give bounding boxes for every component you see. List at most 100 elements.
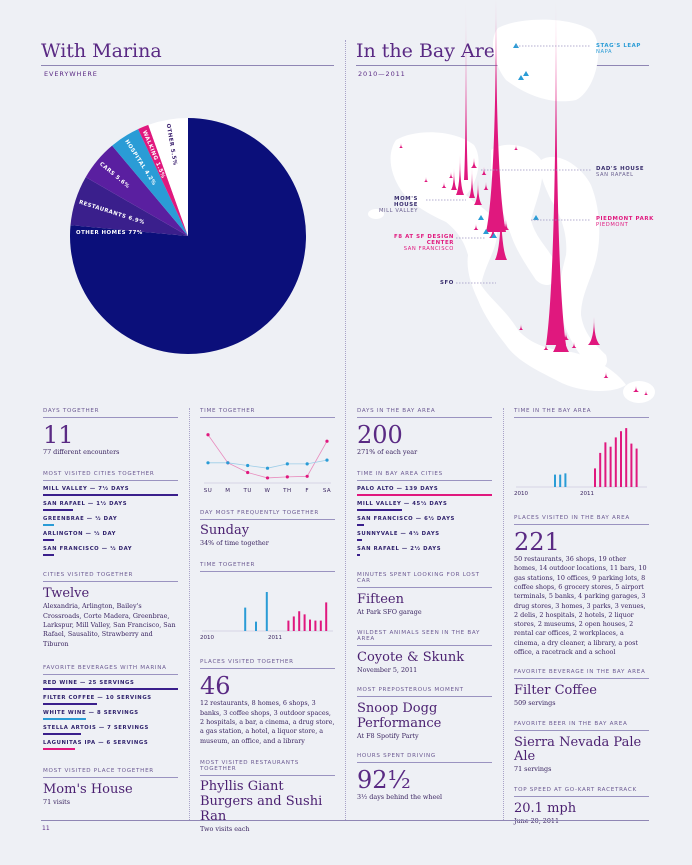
pie-slice	[148, 118, 188, 236]
car-note: At Park SFO garage	[357, 608, 422, 617]
bar-row-label: LAGUNITAS IPA — 6 SERVINGS	[43, 739, 149, 746]
left-subtitle: EVERYWHERE	[44, 70, 98, 78]
line-point	[226, 461, 230, 465]
speed-label: TOP SPEED AT GO-KART RACETRACK	[514, 786, 637, 793]
bar-row-label: SAN FRANCISCO — ½ DAY	[43, 546, 133, 553]
moment-value: Snoop Dogg Performance	[357, 700, 442, 731]
right-title: In the Bay Area	[356, 40, 507, 62]
map-spike	[456, 155, 464, 195]
bar-row-bar	[43, 747, 76, 750]
right-subtitle: 2010—2011	[358, 70, 406, 78]
map-marker	[533, 215, 539, 220]
map-spike	[464, 0, 468, 180]
line-series	[207, 434, 328, 479]
map-spike	[563, 332, 569, 340]
pie-label: OTHER HOMES 77%	[76, 230, 143, 236]
places-label: PLACES VISITED TOGETHER	[200, 659, 294, 666]
bar-mark	[298, 611, 301, 632]
line-tick-label: W	[265, 488, 271, 494]
bar-row-label: WHITE WINE — 8 SERVINGS	[43, 709, 139, 716]
map-spike	[474, 180, 482, 205]
map-label-name: SFO	[440, 280, 454, 286]
pie-slice	[112, 129, 188, 236]
car-value: Fifteen	[357, 592, 404, 608]
bar-mark	[319, 620, 322, 632]
line-tick-label: F	[305, 488, 309, 494]
map-marker	[483, 229, 489, 234]
bar-tick-label: 2011	[580, 491, 594, 497]
line-tick-label: TU	[242, 488, 251, 494]
map-spike	[471, 158, 477, 168]
bay-cities-bars: PALO ALTO — 139 DAYS MILL VALLEY — 45½ DA…	[357, 486, 492, 557]
line-tick-label: SA	[323, 488, 331, 494]
time-together-2-label: TIME TOGETHER	[200, 562, 256, 569]
map-label-stags-leap: STAG'S LEAP NAPA	[596, 43, 641, 55]
line-point	[325, 439, 329, 443]
map-spike	[553, 292, 569, 352]
col-2: TIME TOGETHER SU M TU W TH F SA DAY MOST FREQU…	[200, 408, 335, 834]
line-point	[285, 475, 289, 479]
bay-places-note: 50 restaurants, 36 shops, 19 other homes…	[514, 555, 647, 656]
bar-row-label: MILL VALLEY — 7½ DAYS	[43, 486, 130, 493]
weekday-line-chart: SU M TU W TH F SA	[204, 433, 331, 494]
map-spike	[548, 325, 554, 335]
map-spike	[514, 145, 518, 150]
restaurants-value: Phyllis Giant Burgers and Sushi Ran	[200, 778, 323, 824]
map-marker	[523, 71, 529, 76]
animals-label: WILDEST ANIMALS SEEN IN THE BAY AREA	[357, 629, 481, 642]
speed-value: 20.1 mph	[514, 800, 577, 816]
bar-row-bar	[43, 702, 97, 705]
bar-mark	[292, 616, 295, 632]
bar-row-bar	[43, 732, 81, 735]
line-tick-label: SU	[204, 488, 213, 494]
line-point	[206, 461, 210, 465]
map-marker	[491, 233, 497, 238]
pie-slice	[70, 177, 188, 236]
map-spike	[441, 182, 447, 188]
hours-label: HOURS SPENT DRIVING	[357, 753, 436, 760]
bar-tick-label: 2010	[514, 491, 528, 497]
bar-row-bar	[43, 687, 178, 690]
page-number: 11	[42, 825, 50, 832]
cities-visited-label: CITIES VISITED TOGETHER	[43, 572, 134, 579]
bar-row-bar	[43, 494, 178, 497]
bar-mark	[630, 443, 633, 487]
place-note: 71 visits	[43, 797, 70, 806]
bay-time-bar-chart: 2010 2011	[514, 428, 647, 497]
bar-row-label: STELLA ARTOIS — 7 SERVINGS	[43, 724, 149, 731]
bar-mark	[564, 473, 567, 487]
animals-value: Coyote & Skunk	[357, 649, 465, 665]
map-label-sub: SAN RAFAEL	[596, 172, 634, 178]
line-tick-label: TH	[282, 488, 292, 494]
map-spike	[633, 386, 639, 392]
line-point	[206, 433, 210, 437]
bay-places-label: PLACES VISITED IN THE BAY AREA	[514, 515, 630, 521]
map-spike	[424, 177, 428, 182]
line-point	[305, 474, 309, 478]
time-together-label: TIME TOGETHER	[200, 408, 256, 414]
map-spike	[519, 324, 523, 330]
bar-mark	[314, 620, 317, 632]
line-point	[305, 462, 309, 466]
bar-tick-label: 2010	[200, 635, 214, 641]
moment-label: MOST PREPOSTEROUS MOMENT	[357, 686, 464, 693]
map-marker	[513, 43, 519, 48]
bay-cities-label: TIME IN BAY AREA CITIES	[357, 471, 443, 478]
bar-row-bar	[357, 539, 363, 542]
line-tick-label: M	[225, 488, 230, 494]
map-spike	[503, 220, 509, 230]
bar-mark	[265, 592, 268, 632]
bar-row-label: SUNNYVALE — 4½ DAYS	[357, 531, 440, 538]
bay-days-label: DAYS IN THE BAY AREA	[357, 408, 436, 414]
bar-row-bar	[357, 524, 364, 527]
animals-note: November 5, 2011	[357, 665, 418, 674]
bar-row-label: MILL VALLEY — 45½ DAYS	[357, 501, 448, 508]
moment-note: At F8 Spotify Party	[357, 731, 419, 740]
map-spike	[469, 168, 475, 198]
restaurants-note: Two visits each	[200, 824, 250, 833]
map-label-piedmont-park: PIEDMONT PARK PIEDMONT	[596, 216, 654, 228]
bar-mark	[604, 442, 607, 487]
map-label-moms-house: MOM'S HOUSE MILL VALLEY	[373, 196, 418, 214]
pie-slice	[70, 118, 307, 354]
cities-label: MOST VISITED CITIES TOGETHER	[43, 471, 155, 478]
